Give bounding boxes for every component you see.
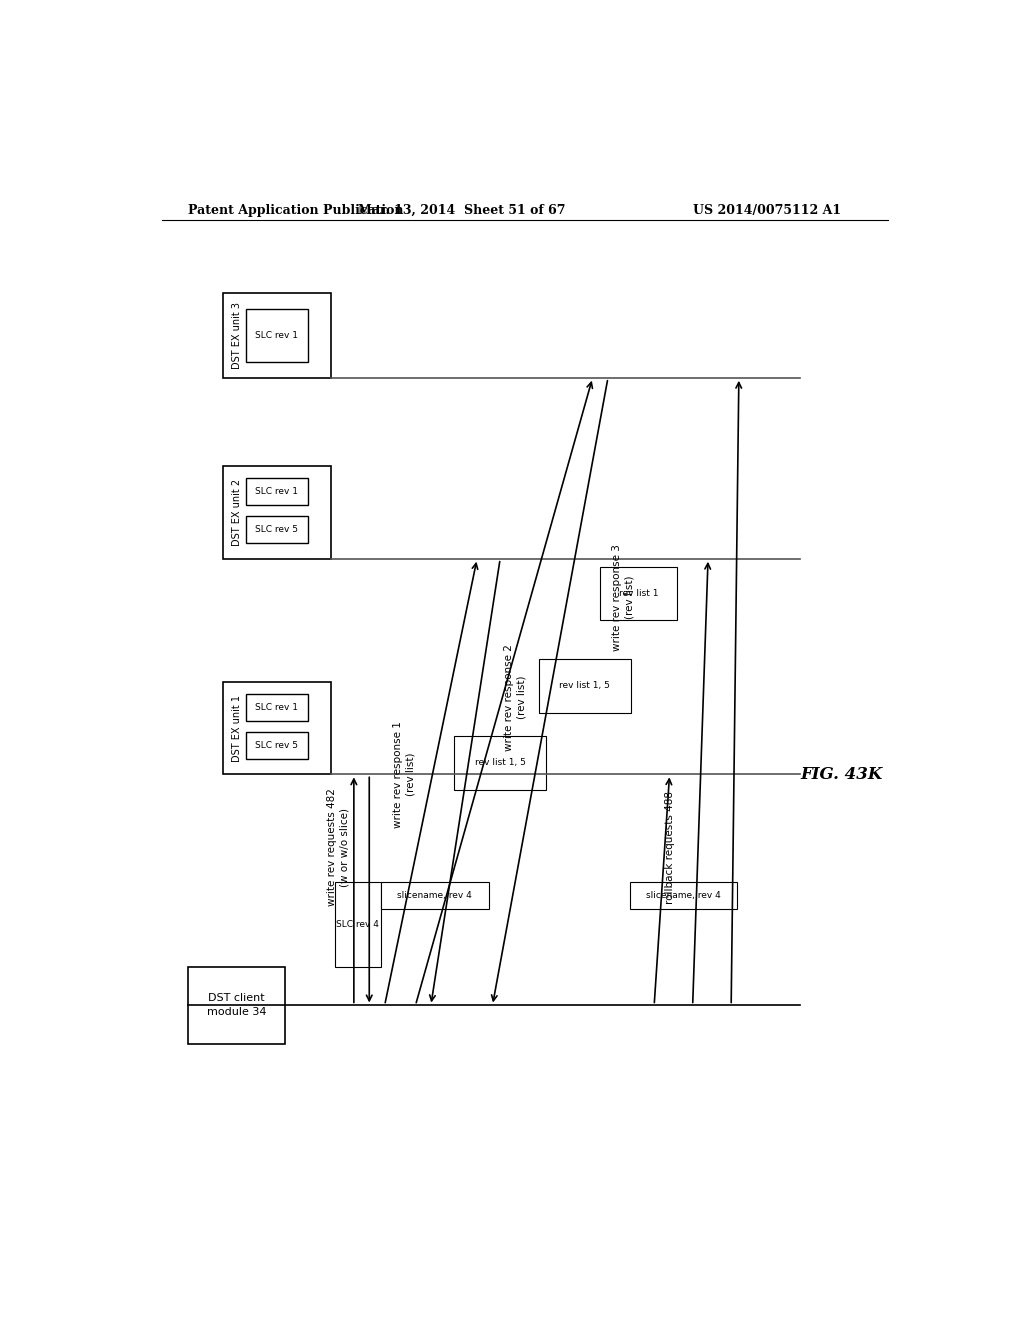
Text: rollback requests 488: rollback requests 488: [665, 791, 675, 904]
Bar: [246, 693, 307, 721]
Text: write rev requests 482
(w or w/o slice): write rev requests 482 (w or w/o slice): [328, 788, 349, 907]
Text: SLC rev 4: SLC rev 4: [336, 920, 379, 929]
Bar: [539, 659, 631, 713]
Bar: [188, 966, 285, 1044]
Bar: [246, 309, 307, 363]
Text: US 2014/0075112 A1: US 2014/0075112 A1: [692, 205, 841, 218]
Text: slicename, rev 4: slicename, rev 4: [646, 891, 721, 900]
Bar: [223, 293, 331, 378]
Bar: [246, 733, 307, 759]
Text: rev list 1, 5: rev list 1, 5: [475, 759, 525, 767]
Bar: [381, 882, 488, 909]
Bar: [600, 566, 677, 620]
Text: rev list 1: rev list 1: [620, 589, 658, 598]
Text: rev list 1, 5: rev list 1, 5: [559, 681, 610, 690]
Text: SLC rev 1: SLC rev 1: [255, 487, 298, 496]
Text: SLC rev 5: SLC rev 5: [255, 741, 298, 750]
Text: SLC rev 1: SLC rev 1: [255, 702, 298, 711]
Text: write rev response 1
(rev list): write rev response 1 (rev list): [393, 721, 415, 828]
Bar: [223, 682, 331, 775]
Bar: [630, 882, 737, 909]
Text: write rev response 3
(rev list): write rev response 3 (rev list): [612, 544, 635, 651]
Text: FIG. 43K: FIG. 43K: [801, 766, 883, 783]
Bar: [335, 882, 381, 966]
Text: Mar. 13, 2014  Sheet 51 of 67: Mar. 13, 2014 Sheet 51 of 67: [358, 205, 565, 218]
Text: SLC rev 1: SLC rev 1: [255, 331, 298, 341]
Text: slicename, rev 4: slicename, rev 4: [397, 891, 472, 900]
Bar: [454, 737, 547, 789]
Text: DST EX unit 2: DST EX unit 2: [231, 479, 242, 546]
Text: DST client
module 34: DST client module 34: [207, 994, 266, 1018]
Text: Patent Application Publication: Patent Application Publication: [188, 205, 403, 218]
Bar: [223, 466, 331, 558]
Text: write rev response 2
(rev list): write rev response 2 (rev list): [505, 644, 526, 751]
Text: DST EX unit 1: DST EX unit 1: [231, 694, 242, 762]
Bar: [246, 516, 307, 544]
Text: SLC rev 5: SLC rev 5: [255, 525, 298, 535]
Text: DST EX unit 3: DST EX unit 3: [231, 302, 242, 370]
Bar: [246, 478, 307, 506]
